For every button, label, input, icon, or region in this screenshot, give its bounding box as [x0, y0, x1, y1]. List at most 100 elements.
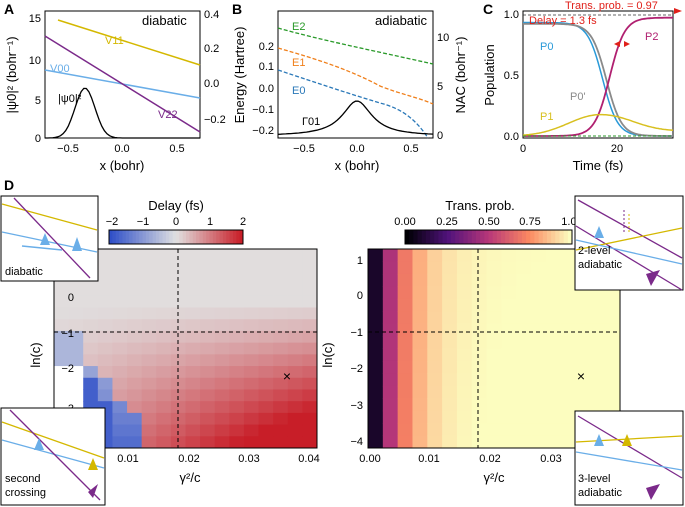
heatmap-delay-cell [302, 436, 318, 449]
heatmap-delay-cell [112, 249, 128, 262]
heatmap-transprob-cell [501, 398, 517, 412]
heatmap-delay-cell [243, 342, 260, 355]
heatmap-delay-cell [287, 249, 303, 262]
inset-second-crossing: second crossing [0, 407, 106, 506]
heatmap-delay-cell [112, 295, 128, 309]
heatmap-delay-cell [287, 330, 303, 344]
heatmap-delay-cell [243, 272, 260, 285]
heatmap-delay-cell [287, 412, 303, 426]
heatmap-delay-cell [258, 412, 274, 426]
heatmap-transprob-cell [516, 323, 532, 337]
heatmap-transprob-cell [456, 298, 473, 312]
heatmap-delay-cell [302, 366, 318, 379]
heatmap-delay-cell [156, 377, 172, 390]
cb2-cell [526, 230, 531, 244]
heatmap-transprob-cell [560, 286, 577, 300]
delay-arrow-right [624, 41, 630, 47]
heatmap-transprob-cell [501, 360, 517, 374]
cb1-cell [206, 230, 210, 244]
heatmap-transprob-cell [486, 261, 502, 275]
heatmap-delay-cell [83, 377, 99, 390]
heatmap-delay-cell [156, 295, 172, 309]
heatmap-delay-cell [287, 342, 303, 355]
heatmap-transprob-cell [590, 360, 606, 374]
cb2-cell [530, 230, 535, 244]
heatmap-transprob-cell [531, 410, 547, 424]
cb2-cell [450, 230, 456, 244]
heatmap-transprob-cell [516, 311, 532, 325]
heatmap-delay-cell [273, 307, 289, 320]
inset-label-2level: 2-level [578, 245, 610, 257]
heatmap-transprob-cell [575, 298, 591, 312]
heatmap-transprob-cell [486, 311, 502, 325]
heatmap-delay-cell [200, 377, 216, 390]
heatmap-delay-cell [200, 354, 216, 367]
heatmap-transprob-cell [575, 311, 591, 325]
ytick-dl-2: −2 [61, 363, 74, 375]
heatmap-delay-cell [273, 342, 289, 355]
heatmap-transprob-cell [427, 336, 443, 349]
heatmap-delay-cell [141, 330, 157, 344]
xlabel-b: x (bohr) [335, 158, 380, 173]
heatmap-transprob-cell [397, 410, 413, 424]
heatmap-delay-cell [243, 366, 260, 379]
heatmap-transprob-cell [442, 348, 458, 362]
panel-a: A diabatic V11 V00 V22 |ψ0|² −0.5 0.0 0.… [4, 1, 226, 173]
heatmap-delay-cell [112, 319, 128, 332]
heatmap-delay-cell [200, 272, 216, 285]
xtick-b-2: 0.5 [403, 143, 418, 155]
heatmap-delay-cell [112, 354, 128, 367]
ylabel-dr: ln(c) [320, 342, 335, 367]
heatmap-transprob-cell [442, 435, 458, 449]
heatmap-transprob-cell [471, 410, 488, 424]
cb2-cell [551, 230, 556, 244]
heatmap-delay-cell [112, 424, 128, 437]
ytick-b-0: 0.2 [259, 41, 274, 53]
heatmap-transprob-cell [382, 336, 399, 349]
heatmap-delay-cell [83, 342, 99, 355]
cb2-cell [521, 230, 527, 244]
heatmap-transprob-cell [456, 360, 473, 374]
heatmap-transprob-cell [397, 348, 413, 362]
heatmap-transprob-cell [575, 348, 591, 362]
cb2-cell [446, 230, 452, 244]
heatmap-delay-cell [302, 272, 318, 285]
cb2-cell [488, 230, 494, 244]
heatmap-transprob-cell [531, 348, 547, 362]
heatmap-delay-cell [185, 295, 201, 309]
heatmap-delay-cell [243, 424, 260, 437]
heatmap-delay-cell [287, 401, 303, 414]
ylabel-dl: ln(c) [28, 342, 43, 367]
heatmap-transprob-cell [560, 423, 577, 437]
heatmap-transprob-cell [412, 360, 428, 374]
heatmap-transprob-cell [382, 435, 399, 449]
ytick-ar-3: −0.2 [204, 114, 226, 126]
inset-2level-adiabatic: 2-level adiabatic [574, 195, 684, 291]
heatmap-transprob-cell [412, 435, 428, 449]
heatmap-delay-cell [156, 389, 172, 402]
heatmap-transprob-cell [516, 385, 532, 399]
heatmap-delay-cell [112, 342, 128, 355]
heatmap-transprob-cell [471, 360, 488, 374]
heatmap-delay-cell [141, 295, 157, 309]
heatmap-transprob-cell [501, 423, 517, 437]
heatmap-delay-cell [170, 436, 186, 449]
heatmap-delay-cell [156, 436, 172, 449]
heatmap-delay-cell [68, 389, 84, 402]
heatmap-transprob-cell [545, 311, 562, 325]
heatmap-delay-cell [127, 249, 143, 262]
heatmap-transprob-cell [605, 360, 621, 374]
heatmap-delay-cell [112, 389, 128, 402]
heatmap-transprob-cell [560, 311, 577, 325]
heatmap-transprob-cell [531, 435, 547, 449]
heatmap-transprob-cell [605, 373, 621, 387]
heatmap-transprob-cell [545, 385, 562, 399]
heatmap-transprob-cell [368, 323, 384, 337]
heatmap-delay-cell [83, 330, 99, 344]
panel-c: C Trans. prob. = 0.97 Delay = 1.3 fs P0 … [482, 0, 682, 173]
heatmap-delay-cell [273, 377, 289, 390]
heatmap-delay-cell [112, 307, 128, 320]
cb2-cell [413, 230, 419, 244]
heatmap-transprob-cell [560, 323, 577, 337]
ylabel-a: |ψ0|² (bohr⁻¹) [4, 36, 19, 113]
